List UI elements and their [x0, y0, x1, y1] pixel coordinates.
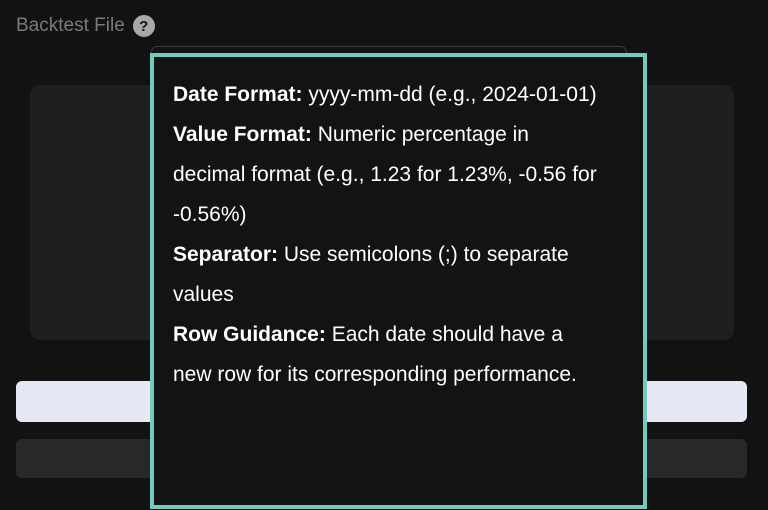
- help-tooltip: Date Format: yyyy-mm-dd (e.g., 2024-01-0…: [150, 53, 647, 509]
- tooltip-item-date-format: Date Format: yyyy-mm-dd (e.g., 2024-01-0…: [173, 75, 603, 115]
- tooltip-item-row-guidance: Row Guidance: Each date should have a ne…: [173, 315, 603, 395]
- text: Each date should have a new row for its …: [173, 323, 577, 386]
- tooltip-item-separator: Separator: Use semicolons (;) to separat…: [173, 235, 603, 315]
- text: Numeric percentage in decimal format (e.…: [173, 123, 597, 226]
- term: Separator:: [173, 243, 279, 266]
- term: Value Format:: [173, 123, 312, 146]
- field-label: Backtest File: [16, 15, 125, 36]
- backtest-file-label: Backtest File ?: [16, 15, 155, 37]
- text: yyyy-mm-dd (e.g., 2024-01-01): [308, 83, 597, 106]
- text: Use semicolons (;) to separate values: [173, 243, 569, 306]
- help-icon[interactable]: ?: [132, 15, 155, 37]
- tooltip-item-value-format: Value Format: Numeric percentage in deci…: [173, 115, 603, 235]
- term: Date Format:: [173, 83, 303, 106]
- term: Row Guidance:: [173, 323, 326, 346]
